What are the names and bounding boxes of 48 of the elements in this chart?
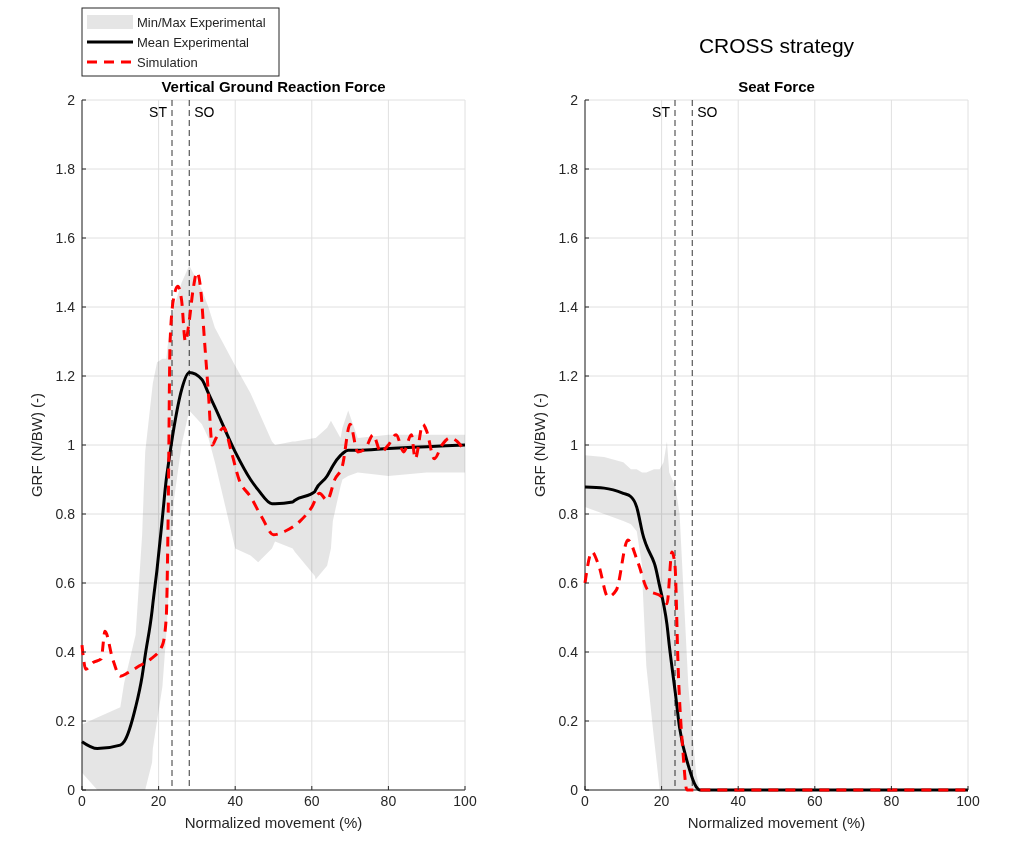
y-tick-label: 0.2 (558, 713, 579, 729)
x-tick-label: 100 (453, 793, 477, 809)
x-axis-title: Normalized movement (%) (687, 814, 866, 831)
x-axis-title: Normalized movement (%) (184, 814, 363, 831)
chart-title: Vertical Ground Reaction Force (161, 78, 386, 95)
ref-line-label: ST (149, 104, 168, 120)
x-tick-label: 80 (883, 793, 900, 809)
y-tick-label: 2 (570, 92, 579, 108)
x-tick-label: 40 (227, 793, 244, 809)
ref-line-label: SO (697, 104, 718, 120)
y-tick-label: 1.4 (558, 299, 579, 315)
x-tick-label: 20 (653, 793, 670, 809)
ref-line-label: SO (194, 104, 215, 120)
y-axis-title: GRF (N/BW) (-) (531, 392, 548, 498)
y-tick-label: 2 (67, 92, 76, 108)
y-tick-label: 1.4 (55, 299, 76, 315)
y-tick-label: 1.2 (558, 368, 579, 384)
y-tick-label: 1.6 (558, 230, 579, 246)
y-tick-label: 0.4 (558, 644, 579, 660)
y-tick-label: 1 (67, 437, 76, 453)
chart-title: CROSS strategy (698, 34, 855, 57)
y-tick-label: 1.2 (55, 368, 76, 384)
x-tick-label: 40 (730, 793, 747, 809)
y-tick-label: 0 (67, 782, 76, 798)
x-tick-label: 0 (581, 793, 590, 809)
y-tick-label: 1 (570, 437, 579, 453)
x-tick-label: 60 (807, 793, 823, 809)
x-tick-label: 60 (304, 793, 320, 809)
legend-label: Mean Experimental (137, 35, 250, 50)
legend-label: Simulation (137, 55, 198, 70)
y-axis-title: GRF (N/BW) (-) (28, 392, 45, 498)
text: Min/Max Experimental (137, 15, 266, 30)
y-tick-label: 0.8 (558, 506, 579, 522)
x-tick-label: 0 (78, 793, 87, 809)
y-tick-label: 1.8 (55, 161, 76, 177)
x-tick-label: 20 (150, 793, 167, 809)
y-tick-label: 1.6 (55, 230, 76, 246)
ref-line-label: ST (652, 104, 671, 120)
y-tick-label: 0.2 (55, 713, 76, 729)
y-tick-label: 0.6 (55, 575, 76, 591)
y-tick-label: 0.6 (558, 575, 579, 591)
y-tick-label: 0 (570, 782, 579, 798)
y-tick-label: 1.8 (558, 161, 579, 177)
x-tick-label: 100 (956, 793, 980, 809)
y-tick-label: 0.4 (55, 644, 76, 660)
x-tick-label: 80 (380, 793, 397, 809)
chart-subtitle: Seat Force (738, 78, 815, 95)
y-tick-label: 0.8 (55, 506, 76, 522)
